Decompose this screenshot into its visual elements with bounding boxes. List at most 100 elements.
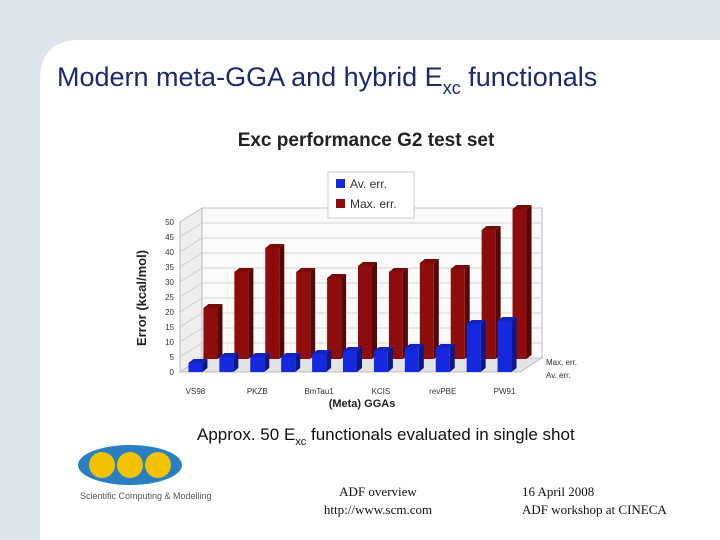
title-part: functionals	[461, 62, 598, 92]
bar-side	[449, 344, 455, 372]
bar-side	[217, 304, 223, 359]
bar-side	[248, 268, 254, 359]
bar-side	[202, 359, 208, 372]
bar-side	[279, 244, 285, 359]
bar-top	[466, 320, 486, 324]
y-tick-label: 40	[165, 248, 174, 257]
bar	[265, 248, 280, 359]
bar-side	[326, 350, 332, 372]
bar-side	[480, 320, 486, 372]
logo-shape	[117, 452, 143, 478]
bar	[404, 348, 419, 372]
x-tick-label: VS98	[186, 387, 206, 396]
bar-side	[372, 262, 377, 359]
bar	[188, 363, 203, 372]
bar-side	[387, 347, 393, 372]
bar-top	[404, 344, 424, 348]
grid-line	[179, 207, 542, 223]
y-tick-label: 35	[165, 263, 174, 272]
grid-line	[179, 252, 542, 268]
bar	[419, 263, 434, 359]
bar	[234, 272, 249, 359]
title-subscript: xc	[443, 78, 461, 98]
bar	[358, 266, 372, 359]
bar	[296, 272, 311, 359]
bar-side	[295, 353, 301, 372]
bar-side	[233, 353, 239, 372]
bar	[343, 351, 357, 372]
bar-top	[373, 347, 393, 351]
x-tick-label: KCIS	[372, 387, 391, 396]
bar-side	[341, 274, 347, 359]
bar-top	[312, 350, 332, 354]
title-part: Modern meta-GGA and hybrid E	[57, 62, 443, 92]
bar-top	[250, 353, 270, 357]
footer-text: http://www.scm.com	[324, 502, 432, 517]
y-axis-label: Error (kcal/mol)	[134, 250, 149, 346]
caption: Approx. 50 Exc functionals evaluated in …	[197, 425, 575, 448]
bar-top	[234, 268, 254, 272]
x-axis-label: (Meta) GGAs	[329, 398, 396, 410]
footer-text: ADF workshop at CINECA	[522, 502, 667, 517]
legend-swatch	[336, 179, 345, 188]
bar-top	[481, 226, 501, 230]
bar	[497, 321, 512, 372]
y-tick-label: 15	[165, 323, 174, 332]
y-tick-label: 0	[170, 368, 175, 377]
bar-top	[265, 244, 285, 248]
x-tick-label: BmTau1	[304, 387, 334, 396]
bar-top	[358, 262, 377, 266]
bar	[466, 324, 481, 372]
bar-top	[419, 259, 439, 263]
bar-top	[219, 353, 239, 357]
y-tick-label: 50	[165, 218, 174, 227]
depth-label: Av. err.	[546, 371, 571, 380]
bar-top	[281, 353, 301, 357]
bar	[312, 354, 327, 372]
x-tick-label: revPBE	[429, 387, 456, 396]
bar	[450, 269, 465, 359]
bar	[373, 351, 388, 372]
bar	[219, 357, 234, 372]
bar-top	[512, 205, 532, 209]
y-tick-label: 5	[170, 353, 175, 362]
bar-top	[497, 317, 517, 321]
legend-swatch	[336, 199, 345, 208]
bar-top	[296, 268, 316, 272]
bar-side	[418, 344, 424, 372]
bar-top	[343, 347, 362, 351]
grid-line	[179, 237, 542, 253]
y-tick-label: 45	[165, 233, 174, 242]
bar-side	[433, 259, 439, 359]
bar-top	[203, 304, 223, 308]
depth-label: Max. err.	[546, 358, 577, 367]
y-tick-label: 30	[165, 278, 174, 287]
chart-title: Exc performance G2 test set	[238, 130, 495, 151]
plot: 0 5 10 15 20 25 30 35 40 45 50 Max. err. Av. err. VS9…	[165, 171, 577, 396]
bar	[327, 278, 342, 359]
bar-top	[450, 265, 470, 269]
bar	[388, 272, 403, 359]
bar-side	[310, 268, 316, 359]
bar-side	[526, 205, 532, 359]
bar-side	[511, 317, 517, 372]
bar-top	[435, 344, 455, 348]
footer-text: ADF overview	[339, 484, 417, 499]
logo-text: Scientific Computing & Modelling	[80, 491, 212, 501]
bar	[203, 308, 218, 359]
grid-line	[179, 222, 542, 238]
legend-label: Av. err.	[350, 177, 387, 191]
x-tick-label: PW91	[494, 387, 516, 396]
bar-side	[402, 268, 408, 359]
y-tick-label: 25	[165, 293, 174, 302]
slide-title: Modern meta-GGA and hybrid Exc functiona…	[57, 62, 597, 98]
caption-subscript: xc	[295, 436, 307, 448]
logo-shape	[89, 452, 115, 478]
bar-side	[357, 347, 362, 372]
bar-top	[388, 268, 408, 272]
y-tick-label: 20	[165, 308, 174, 317]
bar	[281, 357, 296, 372]
x-tick-label: PKZB	[247, 387, 268, 396]
logo: Scientific Computing & Modelling	[78, 445, 212, 501]
